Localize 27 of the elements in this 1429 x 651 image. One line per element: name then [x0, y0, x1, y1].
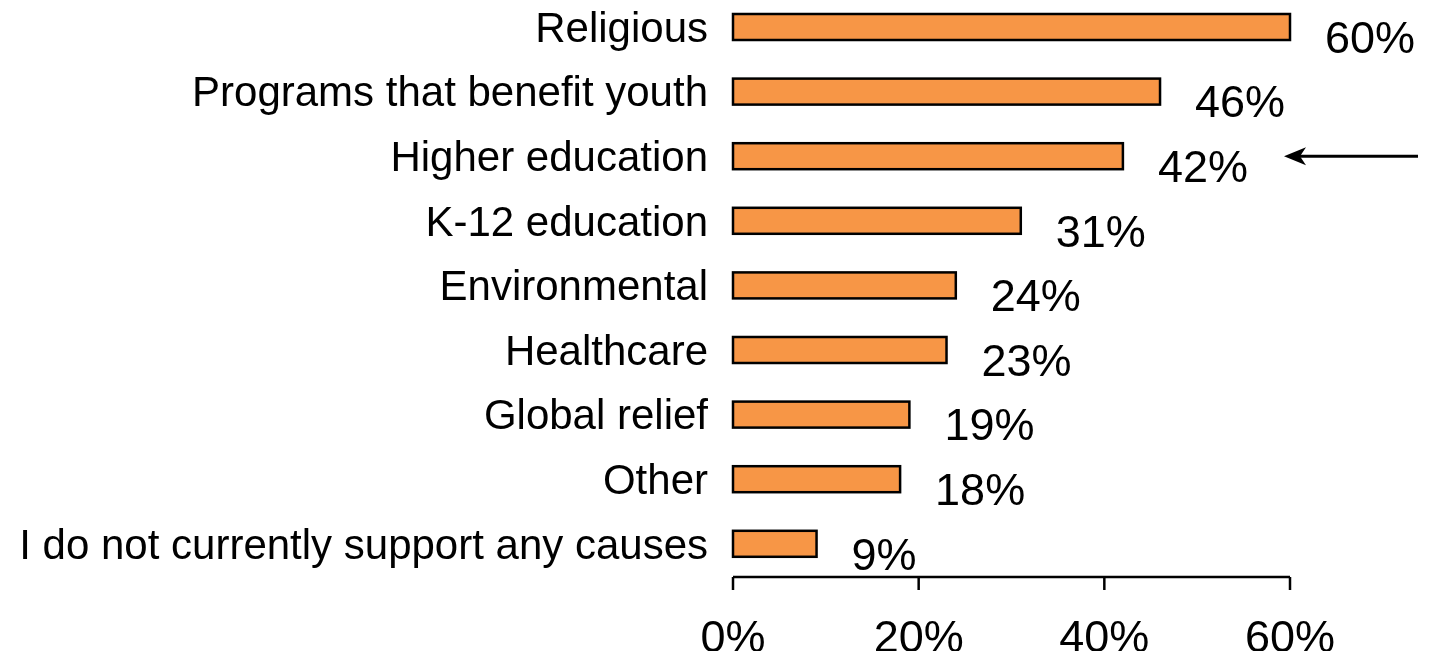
data-label: 23% — [981, 334, 1072, 386]
y-tick-label: I do not currently support any causes — [19, 520, 708, 568]
y-tick-label: Higher education — [390, 132, 708, 180]
data-label: 9% — [851, 528, 917, 580]
data-label: 42% — [1157, 140, 1248, 192]
data-label: 46% — [1195, 76, 1286, 128]
bar — [731, 12, 1292, 42]
bar — [731, 400, 911, 429]
bar — [731, 206, 1023, 236]
y-tick-label: Religious — [535, 3, 708, 51]
y-tick-label: K-12 education — [425, 197, 708, 245]
y-tick-label: Programs that benefit youth — [192, 68, 708, 116]
bar — [731, 77, 1162, 106]
y-tick-label: Healthcare — [504, 326, 708, 374]
data-label: 31% — [1055, 205, 1146, 257]
bar — [731, 529, 818, 559]
data-label: 24% — [990, 270, 1081, 322]
y-tick-label: Environmental — [439, 262, 708, 310]
bar — [731, 335, 948, 365]
y-tick-label: Global relief — [483, 391, 709, 439]
data-label: 60% — [1325, 11, 1416, 63]
bar — [731, 464, 902, 494]
data-label: 18% — [935, 463, 1026, 515]
bar — [731, 271, 958, 300]
bar — [731, 141, 1125, 171]
data-label: 19% — [944, 399, 1035, 451]
y-tick-label: Other — [602, 455, 709, 503]
